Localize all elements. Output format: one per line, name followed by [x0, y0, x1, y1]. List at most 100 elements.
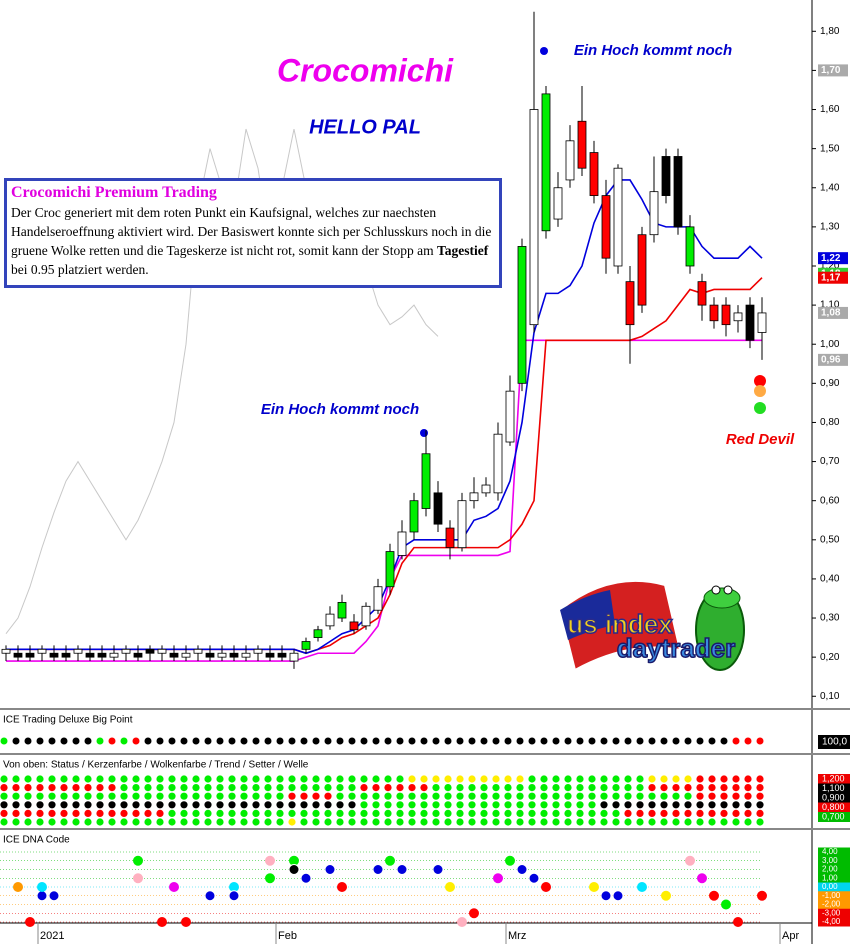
signal-dot — [252, 775, 260, 783]
candle-body — [613, 167, 623, 267]
signal-dot — [288, 818, 296, 826]
signal-dot — [180, 818, 188, 826]
signal-dot — [288, 784, 296, 792]
signal-dot — [24, 818, 32, 826]
signal-dot — [156, 818, 164, 826]
signal-dot — [744, 801, 752, 809]
signal-dot — [0, 784, 8, 792]
signal-dot — [648, 809, 656, 818]
signal-dot — [552, 809, 560, 818]
value-tag — [818, 735, 850, 749]
signal-dot — [624, 775, 632, 783]
dna-dot — [324, 864, 336, 875]
signal-dot — [672, 775, 680, 783]
signal-dot — [204, 801, 212, 809]
candle-body — [109, 652, 119, 658]
signal-dot — [228, 792, 236, 800]
signal-dot — [12, 775, 20, 783]
signal-dot — [96, 792, 104, 800]
signal-dot — [588, 784, 596, 792]
candle-body — [685, 226, 695, 267]
signal-dot — [432, 801, 440, 809]
signal-dot — [588, 737, 596, 745]
signal-dot — [492, 818, 500, 826]
signal-dot — [84, 792, 92, 800]
value-tag-label: 0,800 — [822, 802, 845, 812]
signal-dot — [156, 775, 164, 783]
candle-body — [733, 312, 743, 322]
signal-dot — [204, 809, 212, 818]
info-title: Crocomichi Premium Trading — [11, 184, 217, 201]
signal-dot — [744, 737, 752, 745]
dna-dot — [589, 882, 599, 892]
signal-dot — [132, 818, 140, 826]
signal-dot — [384, 792, 392, 800]
signal-dot — [216, 792, 224, 800]
dna-dot — [396, 864, 408, 875]
signal-dot — [324, 775, 332, 783]
signal-dot — [588, 775, 596, 783]
signal-dot — [612, 809, 620, 818]
dna-dot — [229, 882, 239, 892]
signal-dot — [300, 792, 308, 800]
signal-dot — [444, 737, 452, 745]
signal-dot — [72, 792, 80, 800]
signal-dot — [420, 801, 428, 809]
signal-dot — [48, 784, 56, 792]
signal-dot — [408, 775, 416, 783]
signal-dot — [360, 784, 368, 792]
signal-dot — [276, 737, 284, 745]
y-tick-label: 1,40 — [820, 182, 840, 193]
signal-dot — [252, 737, 260, 745]
signal-dot — [624, 792, 632, 800]
signal-dot — [288, 792, 296, 800]
price-tag — [818, 353, 848, 366]
x-tick-label: 2021 — [40, 930, 64, 942]
y-tick-label: 1,20 — [820, 261, 840, 272]
signal-dot — [492, 801, 500, 809]
signal-dot — [156, 809, 164, 818]
value-tag-label: 0,900 — [822, 792, 845, 802]
signal-dot — [60, 809, 68, 818]
signal-dot — [468, 801, 476, 809]
signal-dot — [12, 737, 20, 745]
signal-dot — [276, 775, 284, 783]
signal-dot — [264, 801, 272, 809]
signal-dot — [588, 818, 596, 826]
signal-dot — [528, 737, 536, 745]
value-tag-label: 1,100 — [822, 783, 845, 793]
signal-dot — [348, 818, 356, 826]
signal-dot — [600, 784, 608, 792]
value-tag-label: 2,00 — [822, 865, 838, 874]
candle-body — [637, 234, 647, 306]
signal-dot — [540, 792, 548, 800]
signal-dot — [648, 775, 656, 783]
signal-dot — [108, 784, 116, 792]
marker-dot — [540, 47, 548, 55]
signal-dot — [48, 801, 56, 809]
signal-dot — [408, 809, 416, 818]
signal-dot — [36, 792, 44, 800]
signal-dot — [636, 809, 644, 818]
candle-body — [169, 652, 179, 658]
value-tag — [818, 865, 850, 874]
signal-dot — [84, 737, 92, 745]
signal-dot — [480, 809, 488, 818]
dna-dot — [493, 873, 503, 884]
signal-dot — [180, 801, 188, 809]
signal-dot — [564, 792, 572, 800]
signal-dot — [432, 818, 440, 826]
signal-dot — [276, 792, 284, 800]
signal-dot — [252, 809, 260, 818]
signal-dot — [60, 792, 68, 800]
signal-dot — [336, 784, 344, 792]
signal-dot — [552, 801, 560, 809]
signal-dot — [72, 737, 80, 745]
signal-dot — [516, 818, 524, 826]
signal-dot — [180, 784, 188, 792]
value-tag — [818, 873, 850, 883]
signal-dot — [756, 801, 764, 809]
candle-body — [61, 652, 71, 658]
dna-dot — [169, 882, 179, 892]
candle-body — [265, 652, 275, 658]
